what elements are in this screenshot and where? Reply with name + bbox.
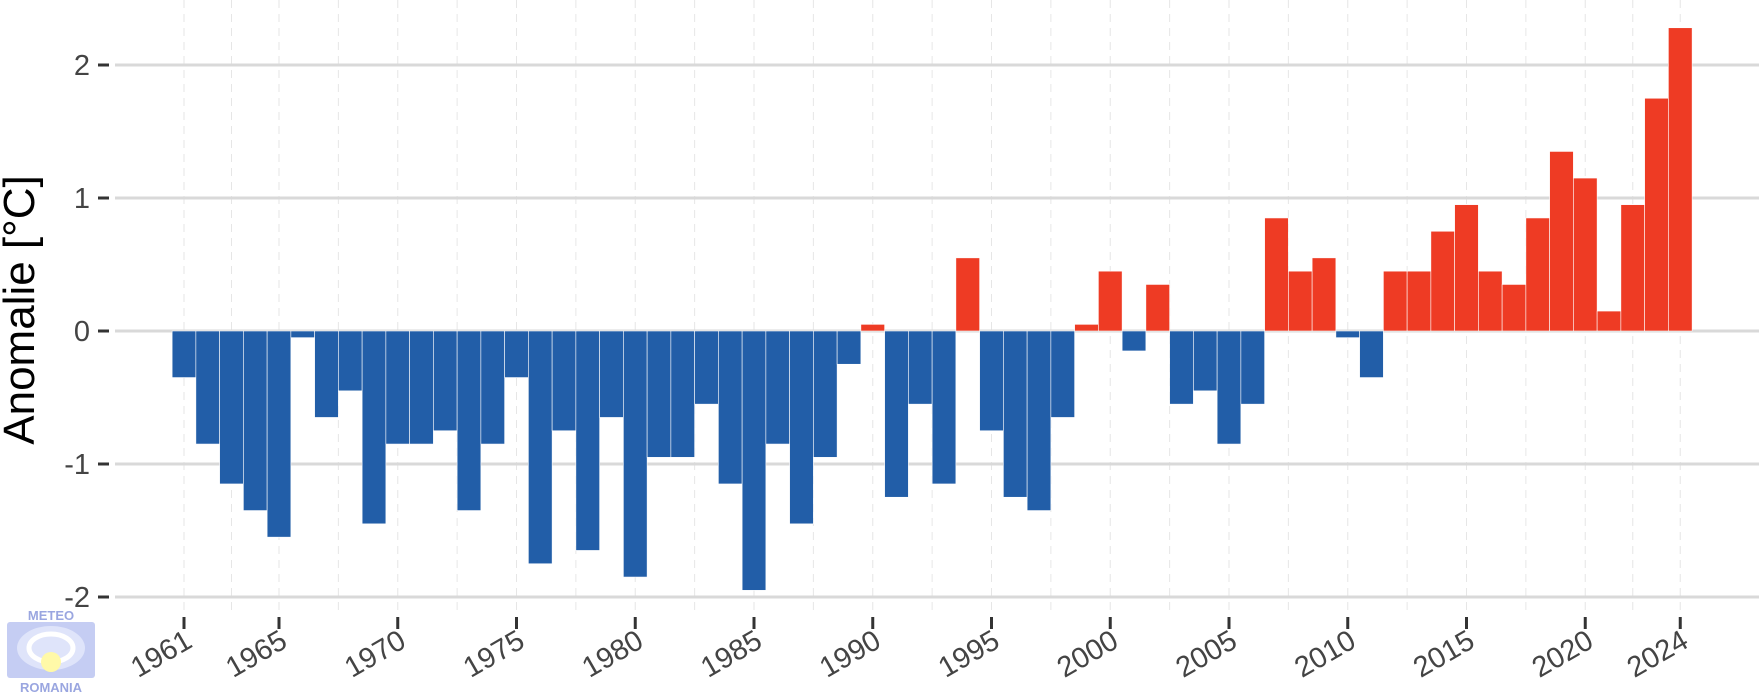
bar-1970 <box>385 330 410 445</box>
x-axis: 1961 1965 1970 1975 1980 1985 1990 1995 2000 2005… <box>126 617 1694 684</box>
bar-2018 <box>1525 217 1550 332</box>
bar-1991 <box>884 330 909 498</box>
bar-2013 <box>1406 270 1432 332</box>
x-tick-label: 1985 <box>696 624 768 684</box>
bar-1979 <box>599 330 624 418</box>
y-axis: 2 1 0 -1 -2 <box>64 50 109 614</box>
x-tick-label: 1975 <box>458 624 530 684</box>
bar-1989 <box>836 330 862 365</box>
bar-2011 <box>1359 330 1384 378</box>
bar-1997 <box>1026 330 1052 511</box>
bar-1994 <box>955 257 980 332</box>
bar-2009 <box>1311 257 1337 332</box>
bar-1965 <box>266 330 292 538</box>
x-tick-label: 2024 <box>1622 624 1694 684</box>
x-tick-label: 2005 <box>1171 624 1243 684</box>
bar-2007 <box>1264 217 1289 332</box>
bar-1990 <box>860 324 885 332</box>
y-tick-label: 1 <box>74 183 90 215</box>
bar-2024 <box>1668 27 1693 332</box>
bar-1992 <box>908 330 933 405</box>
bar-1968 <box>338 330 363 392</box>
bar-2010 <box>1335 330 1360 338</box>
bar-1966 <box>290 330 315 338</box>
bar-2004 <box>1193 330 1218 392</box>
bar-1980 <box>623 330 648 578</box>
bar-2016 <box>1478 270 1503 332</box>
x-tick-label: 2015 <box>1408 624 1480 684</box>
x-tick-label: 1965 <box>221 624 293 684</box>
bar-2020 <box>1573 177 1598 332</box>
bar-2012 <box>1383 270 1408 332</box>
bar-1976 <box>528 330 553 565</box>
bar-2000 <box>1098 270 1123 332</box>
x-tick-label: 2010 <box>1289 624 1361 684</box>
bars <box>171 27 1693 591</box>
bar-1996 <box>1003 330 1028 498</box>
bar-1973 <box>456 330 482 511</box>
bar-2006 <box>1240 330 1265 405</box>
y-tick-label: 2 <box>74 50 90 82</box>
logo-bottom-text: ROMANIA <box>20 680 83 695</box>
x-tick-label: 1990 <box>814 624 886 684</box>
y-tick-label: -2 <box>64 582 90 614</box>
bar-2021 <box>1596 310 1622 332</box>
bar-2008 <box>1288 270 1313 332</box>
bar-1998 <box>1050 330 1075 418</box>
bar-1964 <box>243 330 268 511</box>
bar-1967 <box>314 330 339 418</box>
x-tick-label: 1995 <box>933 624 1005 684</box>
y-axis-label: Anomalie [°C] <box>0 175 44 444</box>
bar-2022 <box>1620 204 1645 332</box>
y-tick-label: -1 <box>64 449 90 481</box>
x-tick-label: 2000 <box>1052 624 1124 684</box>
bar-1963 <box>219 330 244 485</box>
bar-1985 <box>741 330 767 591</box>
bar-1978 <box>575 330 600 551</box>
bar-1969 <box>361 330 387 525</box>
x-tick-label: 1961 <box>126 624 198 684</box>
bar-1972 <box>433 330 458 432</box>
x-tick-label: 2020 <box>1527 624 1599 684</box>
bar-2002 <box>1145 284 1170 332</box>
bar-2023 <box>1644 97 1669 332</box>
bar-1975 <box>504 330 529 378</box>
bar-1974 <box>480 330 505 445</box>
bar-2014 <box>1430 230 1455 332</box>
bar-1962 <box>195 330 220 445</box>
bar-1981 <box>646 330 672 458</box>
bar-2015 <box>1454 204 1479 332</box>
bar-1982 <box>670 330 695 458</box>
bar-1995 <box>979 330 1004 432</box>
bar-1993 <box>931 330 957 485</box>
bar-2003 <box>1169 330 1194 405</box>
bar-1971 <box>409 330 434 445</box>
x-tick-label: 1970 <box>339 624 411 684</box>
x-tick-label: 1980 <box>577 624 649 684</box>
bar-2001 <box>1121 330 1147 352</box>
bar-2019 <box>1549 151 1574 332</box>
bar-1984 <box>718 330 743 485</box>
meteo-romania-logo: METEO ROMANIA <box>7 608 95 695</box>
bar-1999 <box>1074 324 1099 332</box>
bar-1977 <box>551 330 577 432</box>
bar-1987 <box>789 330 814 525</box>
bar-1961 <box>171 330 197 378</box>
bar-1986 <box>765 330 790 445</box>
bar-1988 <box>813 330 838 458</box>
bar-2005 <box>1216 330 1242 445</box>
bar-2017 <box>1501 284 1527 332</box>
y-tick-label: 0 <box>74 316 90 348</box>
logo-top-text: METEO <box>28 608 74 623</box>
bar-1983 <box>694 330 719 405</box>
